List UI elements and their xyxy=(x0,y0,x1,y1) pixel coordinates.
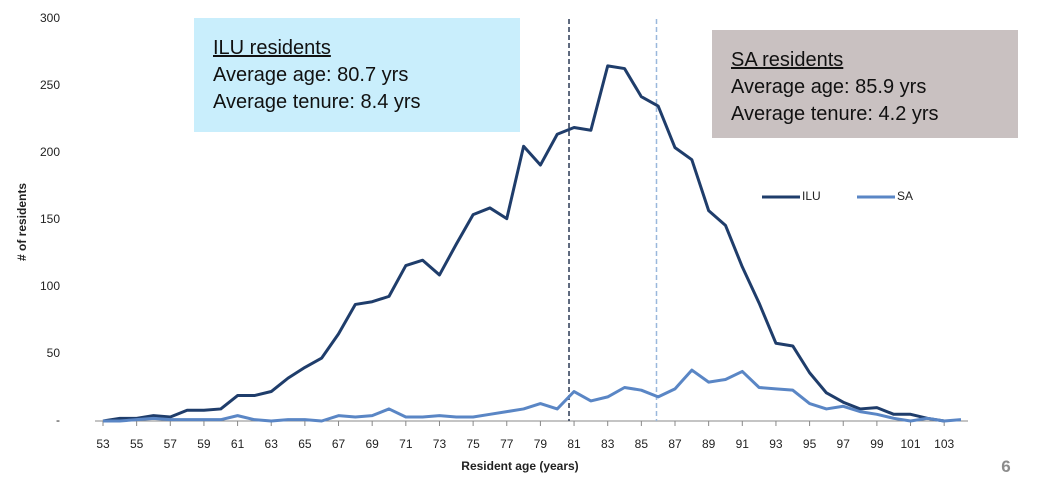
annotation-text: ILU residents xyxy=(213,37,331,59)
x-tick-label: 97 xyxy=(837,437,851,451)
y-tick-label: 150 xyxy=(40,212,60,226)
annotation-text: Average tenure: 8.4 yrs xyxy=(213,91,421,113)
x-tick-label: 55 xyxy=(130,437,144,451)
x-tick-label: 57 xyxy=(164,437,178,451)
x-tick-label: 63 xyxy=(265,437,279,451)
x-tick-label: 85 xyxy=(635,437,649,451)
x-tick-label: 73 xyxy=(433,437,447,451)
annotation-text: Average tenure: 4.2 yrs xyxy=(731,103,939,125)
x-tick-label: 99 xyxy=(870,437,884,451)
legend-label: ILU xyxy=(802,189,821,203)
x-tick-label: 59 xyxy=(197,437,211,451)
y-axis-label: # of residents xyxy=(15,183,29,261)
series-line xyxy=(103,368,962,423)
x-tick-label: 69 xyxy=(365,437,379,451)
annotation-box xyxy=(194,18,520,132)
x-tick-label: 89 xyxy=(702,437,716,451)
y-tick-label: 300 xyxy=(40,11,60,25)
x-tick-label: 67 xyxy=(332,437,346,451)
x-tick-label: 65 xyxy=(298,437,312,451)
y-tick-label: 250 xyxy=(40,78,60,92)
annotation-text: Average age: 80.7 yrs xyxy=(213,64,408,86)
annotation-box xyxy=(712,30,1018,138)
x-tick-label: 95 xyxy=(803,437,817,451)
x-tick-label: 77 xyxy=(500,437,514,451)
series-line xyxy=(102,64,945,423)
annotation-text: Average age: 85.9 yrs xyxy=(731,76,926,98)
x-tick-label: 103 xyxy=(934,437,954,451)
x-tick-label: 93 xyxy=(769,437,783,451)
y-tick-label: 100 xyxy=(40,279,60,293)
x-tick-label: 71 xyxy=(399,437,413,451)
annotation-text: SA residents xyxy=(731,49,843,71)
x-tick-label: 79 xyxy=(534,437,548,451)
x-tick-label: 91 xyxy=(736,437,750,451)
page-number: 6 xyxy=(1001,457,1010,476)
x-tick-label: 87 xyxy=(668,437,682,451)
x-tick-label: 75 xyxy=(466,437,480,451)
y-tick-label: - xyxy=(56,413,60,427)
x-tick-label: 61 xyxy=(231,437,245,451)
legend-label: SA xyxy=(897,189,913,203)
x-tick-label: 83 xyxy=(601,437,615,451)
y-tick-label: 50 xyxy=(47,346,61,360)
x-tick-label: 81 xyxy=(567,437,581,451)
y-tick-label: 200 xyxy=(40,145,60,159)
x-axis-label: Resident age (years) xyxy=(461,459,578,473)
x-tick-label: 53 xyxy=(96,437,110,451)
x-tick-label: 101 xyxy=(901,437,921,451)
